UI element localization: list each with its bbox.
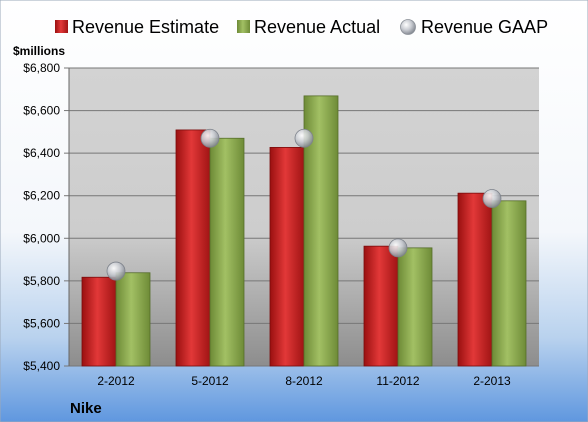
bar-revenue-estimate-8-2012	[269, 146, 305, 367]
legend-swatch-revenue-estimate	[55, 20, 68, 33]
legend-swatch-revenue-actual	[237, 20, 250, 33]
y-axis-ticks: $5,400 $5,600 $5,800 $6,000 $6,200 $6,400 $6,6…	[23, 61, 60, 373]
bars	[81, 95, 527, 367]
y-tick-label: $6,600	[23, 104, 60, 118]
legend-item-revenue-estimate: Revenue Estimate	[55, 17, 219, 37]
x-tick-label: 8-2012	[285, 374, 323, 388]
marker-revenue-gaap-2-2013	[482, 189, 502, 208]
marker-revenue-gaap-8-2012	[294, 128, 314, 148]
company-name: Nike	[70, 400, 102, 417]
legend: Revenue Estimate Revenue Actual Revenue …	[55, 17, 548, 37]
x-tick-label: 11-2012	[376, 374, 419, 388]
x-tick-label: 2-2012	[97, 374, 135, 388]
y-tick-label: $5,800	[23, 274, 60, 288]
bar-revenue-actual-5-2012	[209, 137, 245, 367]
gaap-markers	[106, 128, 502, 281]
legend-label-revenue-actual: Revenue Actual	[254, 17, 380, 37]
x-axis-ticks: 2-2012 5-2012 8-2012 11-2012 2-2013	[97, 374, 511, 388]
legend-label-revenue-estimate: Revenue Estimate	[72, 17, 219, 37]
marker-revenue-gaap-5-2012	[200, 128, 220, 148]
y-axis-unit-label: $millions	[13, 44, 65, 58]
bar-revenue-estimate-2-2012	[81, 276, 117, 367]
bar-revenue-estimate-5-2012	[175, 129, 211, 367]
x-tick-label: 2-2013	[473, 374, 511, 388]
legend-label-revenue-gaap: Revenue GAAP	[421, 17, 548, 37]
y-tick-label: $6,400	[23, 146, 60, 160]
bar-revenue-actual-2-2012	[115, 272, 151, 367]
legend-swatch-revenue-gaap	[400, 19, 416, 35]
marker-revenue-gaap-11-2012	[388, 238, 408, 258]
y-tick-label: $6,800	[23, 61, 60, 75]
bar-revenue-actual-2-2013	[491, 200, 527, 367]
bar-revenue-actual-11-2012	[397, 247, 433, 367]
y-tick-label: $5,400	[23, 359, 60, 373]
y-tick-label: $6,000	[23, 231, 60, 245]
x-tick-label: 5-2012	[191, 374, 229, 388]
legend-item-revenue-gaap: Revenue GAAP	[400, 17, 548, 37]
y-tick-label: $5,600	[23, 316, 60, 330]
bar-revenue-estimate-2-2013	[457, 192, 493, 367]
y-tick-label: $6,200	[23, 189, 60, 203]
bar-revenue-estimate-11-2012	[363, 245, 399, 367]
legend-item-revenue-actual: Revenue Actual	[237, 17, 380, 37]
marker-revenue-gaap-2-2012	[106, 261, 126, 281]
